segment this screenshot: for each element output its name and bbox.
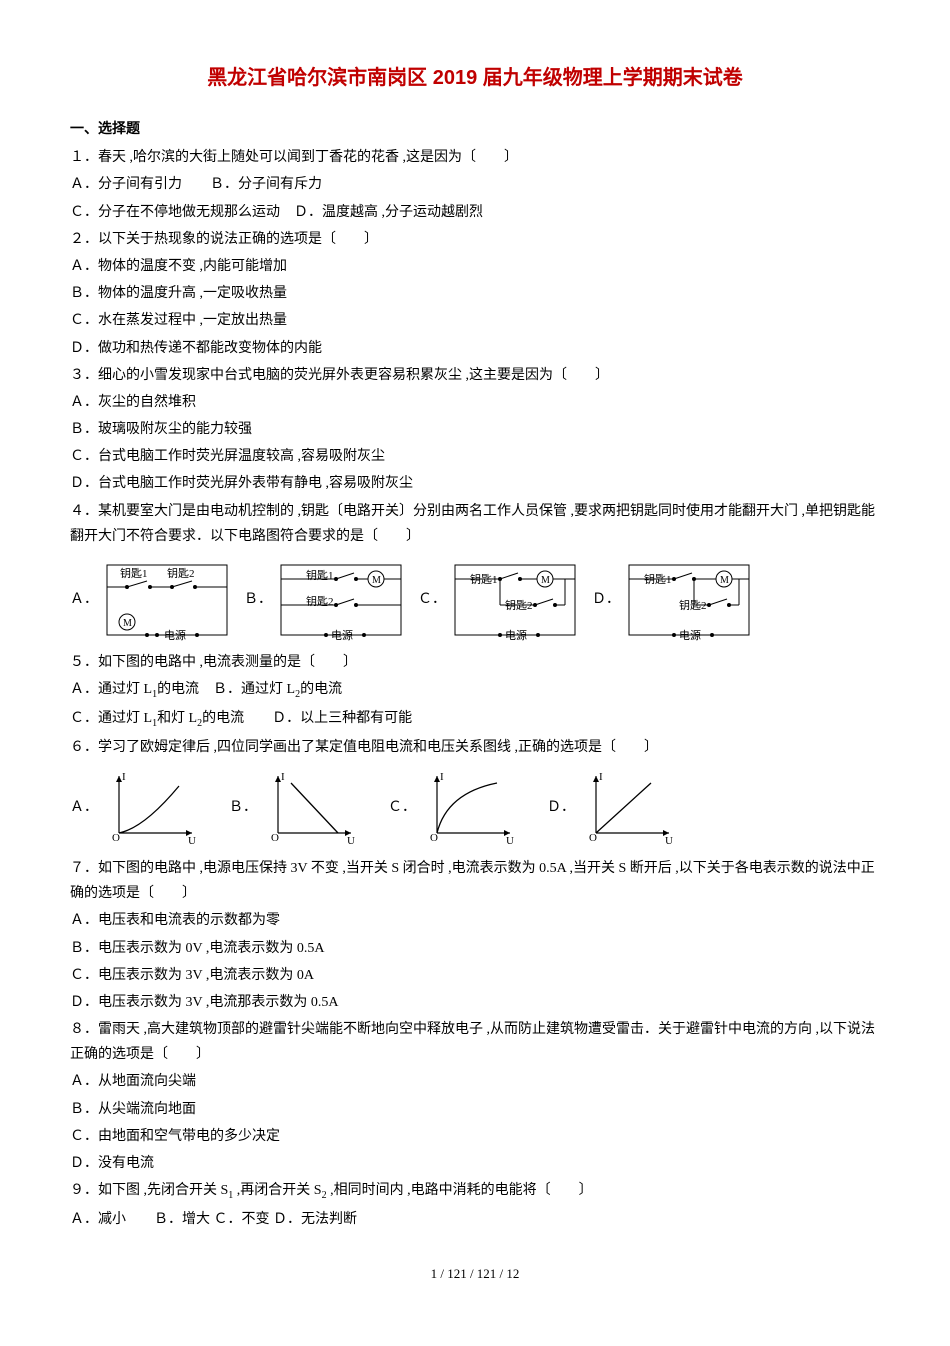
q9-choice-abcd: Ａ．减小 Ｂ．增大 Ｃ．不变 Ｄ．无法判断 [70, 1207, 880, 1232]
q2-choice-c: Ｃ．水在蒸发过程中 ,一定放出热量 [70, 308, 880, 333]
svg-text:电源: 电源 [505, 628, 527, 642]
q8-choice-b: Ｂ．从尖端流向地面 [70, 1097, 880, 1122]
page-title: 黑龙江省哈尔滨市南岗区 2019 届九年级物理上学期期末试卷 [70, 60, 880, 96]
q4-circuit-b: Ｂ． 钥匙1 M 钥匙2 电源 [244, 557, 406, 642]
svg-text:U: U [665, 835, 673, 847]
svg-text:钥匙2: 钥匙2 [306, 594, 334, 608]
iv-graph-c: O U I [422, 768, 517, 848]
q7-choice-b: Ｂ．电压表示数为 0V ,电流表示数为 0.5A [70, 936, 880, 961]
q6-graph-d: Ｄ． O U I [547, 768, 676, 848]
question-6: ６．学习了欧姆定律后 ,四位同学画出了某定值电阻电流和电压关系图线 ,正确的选项… [70, 735, 880, 760]
question-5: ５．如下图的电路中 ,电流表测量的是〔 〕 [70, 650, 880, 675]
q4-label-d: Ｄ． [592, 587, 620, 612]
q8-choice-d: Ｄ．没有电流 [70, 1151, 880, 1176]
question-3: ３．细心的小雪发现家中台式电脑的荧光屏外表更容易积累灰尘 ,这主要是因为〔 〕 [70, 363, 880, 388]
svg-text:M: M [541, 575, 550, 586]
iv-graph-a: O U I [104, 768, 199, 848]
q7-choice-c: Ｃ．电压表示数为 3V ,电流表示数为 0A [70, 963, 880, 988]
svg-text:电源: 电源 [679, 628, 701, 642]
key2-label: 钥匙2 [167, 566, 195, 580]
circuit-diagram-d: 钥匙1 M 钥匙2 电源 [624, 557, 754, 642]
svg-text:O: O [112, 832, 120, 844]
svg-text:I: I [122, 771, 126, 783]
q4-label-a: Ａ． [70, 587, 98, 612]
page-footer: 1 / 121 / 121 / 12 [70, 1262, 880, 1285]
circuit-diagram-c: 钥匙1 M 钥匙2 电源 [450, 557, 580, 642]
q6-label-a: Ａ． [70, 795, 98, 820]
question-2: ２．以下关于热现象的说法正确的选项是〔 〕 [70, 227, 880, 252]
q4-circuit-a: Ａ． 钥匙1 钥匙2 M 电源 [70, 557, 232, 642]
question-7: ７．如下图的电路中 ,电源电压保持 3V 不变 ,当开关 S 闭合时 ,电流表示… [70, 856, 880, 906]
q5-choice-ab: Ａ．通过灯 L1的电流 Ｂ．通过灯 L2的电流 [70, 677, 880, 704]
iv-graph-b: O U I [263, 768, 358, 848]
svg-text:M: M [720, 575, 729, 586]
q6-label-c: Ｃ． [388, 795, 416, 820]
q6-graphs: Ａ． O U I Ｂ． O U I Ｃ． [70, 768, 880, 848]
svg-text:电源: 电源 [164, 628, 186, 642]
q2-choice-d: Ｄ．做功和热传递不都能改变物体的内能 [70, 336, 880, 361]
svg-text:O: O [430, 832, 438, 844]
question-8: ８．雷雨天 ,高大建筑物顶部的避雷针尖端能不断地向空中释放电子 ,从而防止建筑物… [70, 1017, 880, 1067]
svg-text:钥匙1: 钥匙1 [306, 568, 334, 582]
svg-text:I: I [599, 771, 603, 783]
q7-choice-a: Ａ．电压表和电流表的示数都为零 [70, 908, 880, 933]
svg-text:O: O [271, 832, 279, 844]
svg-text:U: U [188, 835, 196, 847]
circuit-diagram-b: 钥匙1 M 钥匙2 电源 [276, 557, 406, 642]
q4-circuit-c: Ｃ． 钥匙1 M 钥匙2 电源 [418, 557, 580, 642]
question-4: ４．某机要室大门是由电动机控制的 ,钥匙〔电路开关〕分别由两名工作人员保管 ,要… [70, 499, 880, 549]
q8-choice-c: Ｃ．由地面和空气带电的多少决定 [70, 1124, 880, 1149]
q6-label-d: Ｄ． [547, 795, 575, 820]
svg-text:M: M [123, 618, 132, 629]
key1-label: 钥匙1 [120, 566, 148, 580]
q1-choice-cd: Ｃ．分子在不停地做无规那么运动 Ｄ．温度越高 ,分子运动越剧烈 [70, 200, 880, 225]
svg-text:电源: 电源 [331, 628, 353, 642]
section-header: 一、选择题 [70, 116, 880, 141]
q3-choice-c: Ｃ．台式电脑工作时荧光屏温度较高 ,容易吸附灰尘 [70, 444, 880, 469]
svg-text:U: U [506, 835, 514, 847]
q2-choice-a: Ａ．物体的温度不变 ,内能可能增加 [70, 254, 880, 279]
q4-label-c: Ｃ． [418, 587, 446, 612]
q4-label-b: Ｂ． [244, 587, 272, 612]
q6-graph-c: Ｃ． O U I [388, 768, 517, 848]
q4-circuit-d: Ｄ． 钥匙1 M 钥匙2 电源 [592, 557, 754, 642]
q3-choice-a: Ａ．灰尘的自然堆积 [70, 390, 880, 415]
q6-graph-a: Ａ． O U I [70, 768, 199, 848]
q7-choice-d: Ｄ．电压表示数为 3V ,电流那表示数为 0.5A [70, 990, 880, 1015]
q4-circuits: Ａ． 钥匙1 钥匙2 M 电源 Ｂ． 钥匙1 [70, 557, 880, 642]
svg-text:O: O [589, 832, 597, 844]
q2-choice-b: Ｂ．物体的温度升高 ,一定吸收热量 [70, 281, 880, 306]
circuit-diagram-a: 钥匙1 钥匙2 M 电源 [102, 557, 232, 642]
q5-choice-cd: Ｃ．通过灯 L1和灯 L2的电流 Ｄ．以上三种都有可能 [70, 706, 880, 733]
question-9: ９．如下图 ,先闭合开关 S1 ,再闭合开关 S2 ,相同时间内 ,电路中消耗的… [70, 1178, 880, 1205]
svg-text:I: I [440, 771, 444, 783]
q3-choice-d: Ｄ．台式电脑工作时荧光屏外表带有静电 ,容易吸附灰尘 [70, 471, 880, 496]
q3-choice-b: Ｂ．玻璃吸附灰尘的能力较强 [70, 417, 880, 442]
svg-text:U: U [347, 835, 355, 847]
q1-choice-ab: Ａ．分子间有引力 Ｂ．分子间有斥力 [70, 172, 880, 197]
q8-choice-a: Ａ．从地面流向尖端 [70, 1069, 880, 1094]
svg-text:I: I [281, 771, 285, 783]
q6-label-b: Ｂ． [229, 795, 257, 820]
question-1: １．春天 ,哈尔滨的大街上随处可以闻到丁香花的花香 ,这是因为〔 〕 [70, 145, 880, 170]
iv-graph-d: O U I [581, 768, 676, 848]
svg-text:M: M [372, 575, 381, 586]
q6-graph-b: Ｂ． O U I [229, 768, 358, 848]
